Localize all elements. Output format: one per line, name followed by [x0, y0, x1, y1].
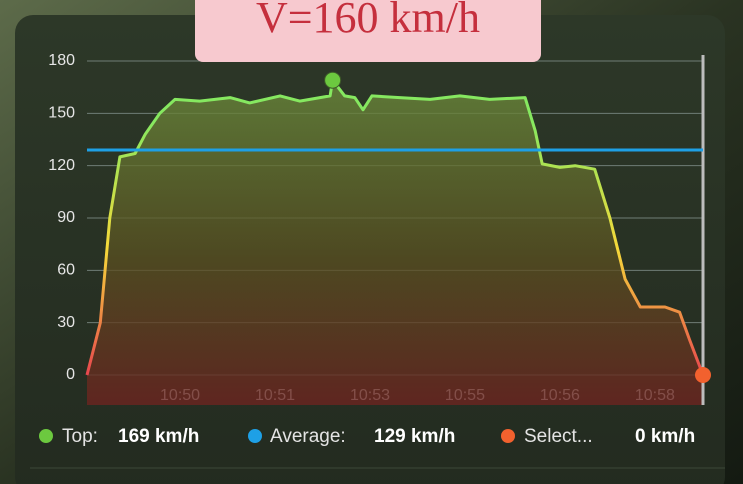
y-tick-label: 120 [48, 157, 75, 174]
legend-value: 0 km/h [635, 426, 695, 447]
legend-swatch [39, 429, 53, 443]
chart-title: V=160 km/h [256, 0, 480, 42]
y-tick-label: 180 [48, 52, 75, 69]
top-point [325, 72, 341, 88]
y-tick-label: 0 [66, 366, 75, 383]
selected-point [695, 367, 711, 383]
legend-swatch [501, 429, 515, 443]
chart: 030609012015018010:5010:5110:5310:5510:5… [0, 0, 743, 484]
legend-value: 169 km/h [118, 426, 199, 447]
y-tick-label: 30 [57, 314, 75, 331]
legend-label: Top: [62, 426, 98, 447]
y-tick-label: 60 [57, 262, 75, 279]
legend-swatch [248, 429, 262, 443]
legend-label: Select... [524, 426, 593, 447]
page: {"chart_data": { "type": "line", "title"… [0, 0, 743, 484]
y-tick-label: 150 [48, 105, 75, 122]
legend-label: Average: [270, 426, 346, 447]
y-tick-label: 90 [57, 209, 75, 226]
legend-value: 129 km/h [374, 426, 455, 447]
